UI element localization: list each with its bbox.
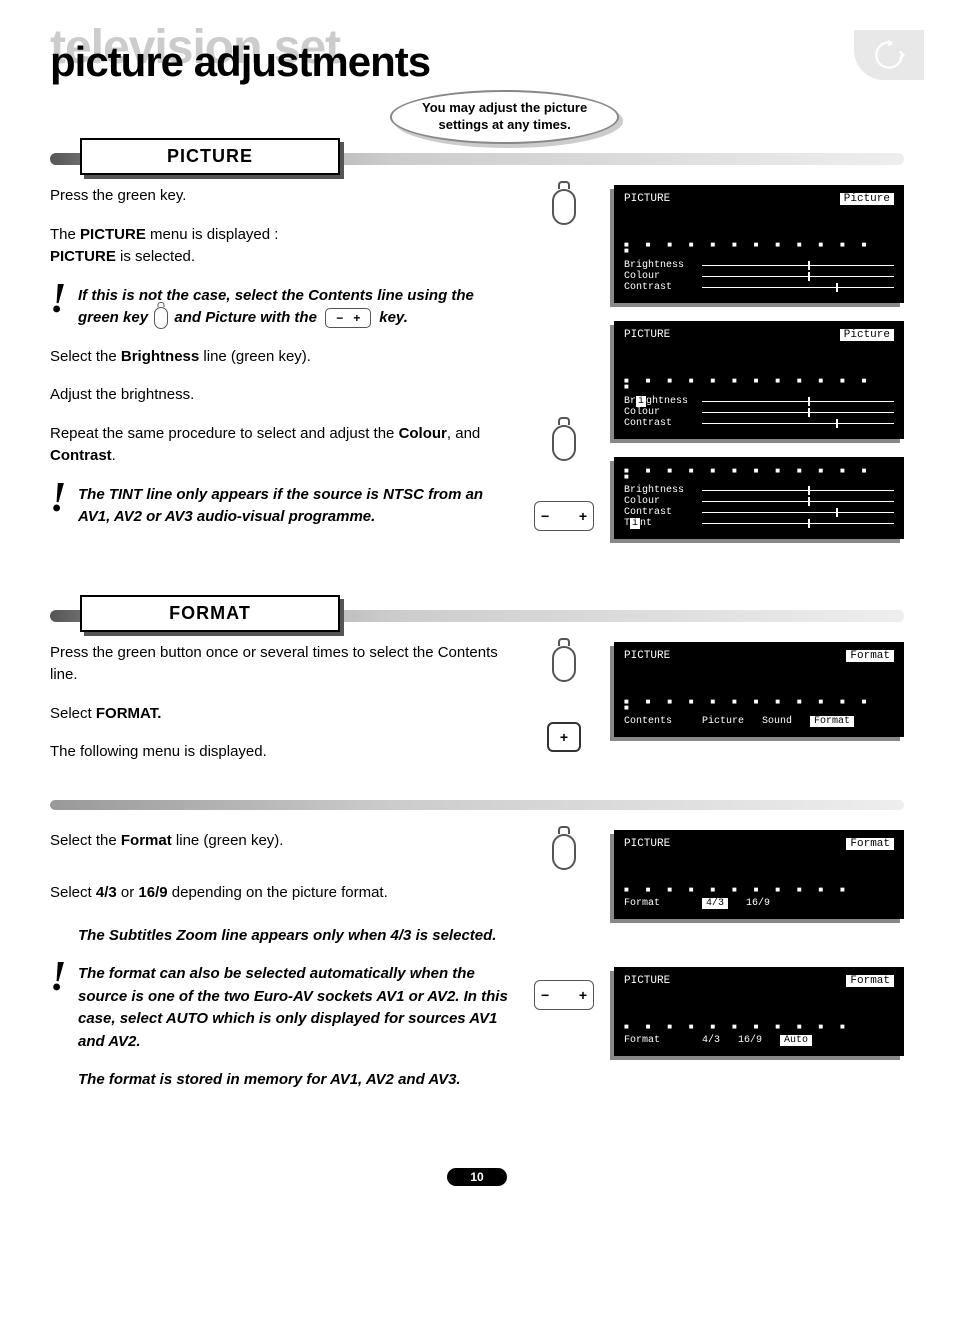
note: ! If this is not the case, select the Co… bbox=[78, 285, 514, 330]
osd-screen: ■ ■ ■ ■ ■ ■ ■ ■ ■ ■ ■ ■ ■ Brightness Col… bbox=[614, 457, 904, 540]
callout-bubble: You may adjust the picture settings at a… bbox=[390, 90, 619, 144]
section-tab-picture: PICTURE bbox=[80, 138, 340, 175]
plus-minus-key-icon: −+ bbox=[534, 501, 594, 531]
section-format: FORMAT Press the green button once or se… bbox=[50, 595, 904, 1108]
osd-screen: PICTURE Picture ■ ■ ■ ■ ■ ■ ■ ■ ■ ■ ■ ■ … bbox=[614, 185, 904, 303]
plus-minus-key-icon: −+ bbox=[534, 980, 594, 1010]
section-picture: PICTURE Press the green key. The PICTURE… bbox=[50, 138, 904, 545]
note: ! The format can also be selected automa… bbox=[78, 963, 514, 1053]
osd-screen: PICTURE Picture ■ ■ ■ ■ ■ ■ ■ ■ ■ ■ ■ ■ … bbox=[614, 321, 904, 439]
adjust-icon bbox=[854, 30, 924, 80]
plus-minus-key-icon: − + bbox=[325, 308, 371, 328]
para: Adjust the brightness. bbox=[50, 384, 514, 407]
osd-dots: ■ ■ ■ ■ ■ ■ ■ ■ ■ ■ ■ ■ ■ bbox=[624, 243, 894, 256]
para: Select the Brightness line (green key). bbox=[50, 346, 514, 369]
exclaim-icon: ! bbox=[50, 959, 66, 997]
page-header: television set picture adjustments You m… bbox=[50, 20, 904, 68]
osd-screen: PICTURE Format ■ ■ ■ ■ ■ ■ ■ ■ ■ ■ ■ ■ ■… bbox=[614, 642, 904, 738]
green-key-icon bbox=[552, 646, 576, 682]
divider-bar bbox=[50, 800, 904, 810]
para: Select the Format line (green key). bbox=[50, 830, 514, 853]
para: The following menu is displayed. bbox=[50, 741, 514, 764]
section-tab-format: FORMAT bbox=[80, 595, 340, 632]
green-key-icon bbox=[552, 189, 576, 225]
para: Select FORMAT. bbox=[50, 703, 514, 726]
para: Repeat the same procedure to select and … bbox=[50, 423, 514, 468]
exclaim-icon: ! bbox=[50, 480, 66, 518]
page-number: 10 bbox=[447, 1168, 507, 1186]
osd-screen: PICTURE Format ■ ■ ■ ■ ■ ■ ■ ■ ■ ■ ■ For… bbox=[614, 830, 904, 919]
para: Press the green key. bbox=[50, 185, 514, 208]
para: Press the green button once or several t… bbox=[50, 642, 514, 687]
osd-screen: PICTURE Format ■ ■ ■ ■ ■ ■ ■ ■ ■ ■ ■ For… bbox=[614, 967, 904, 1056]
para: Select 4/3 or 16/9 depending on the pict… bbox=[50, 882, 514, 905]
note: The Subtitles Zoom line appears only whe… bbox=[78, 925, 514, 948]
para: The PICTURE menu is displayed : PICTURE … bbox=[50, 224, 514, 269]
green-key-icon bbox=[154, 307, 168, 329]
note: ! The TINT line only appears if the sour… bbox=[78, 484, 514, 529]
green-key-icon bbox=[552, 834, 576, 870]
callout-text: You may adjust the picture settings at a… bbox=[422, 100, 587, 132]
osd-title: PICTURE bbox=[624, 193, 670, 205]
main-title: picture adjustments bbox=[50, 38, 904, 86]
exclaim-icon: ! bbox=[50, 281, 66, 319]
note: The format is stored in memory for AV1, … bbox=[78, 1069, 514, 1092]
green-key-icon bbox=[552, 425, 576, 461]
remote-keys-col: −+ bbox=[534, 185, 594, 531]
plus-key-icon: + bbox=[547, 722, 581, 752]
osd-title-right: Picture bbox=[840, 193, 894, 205]
